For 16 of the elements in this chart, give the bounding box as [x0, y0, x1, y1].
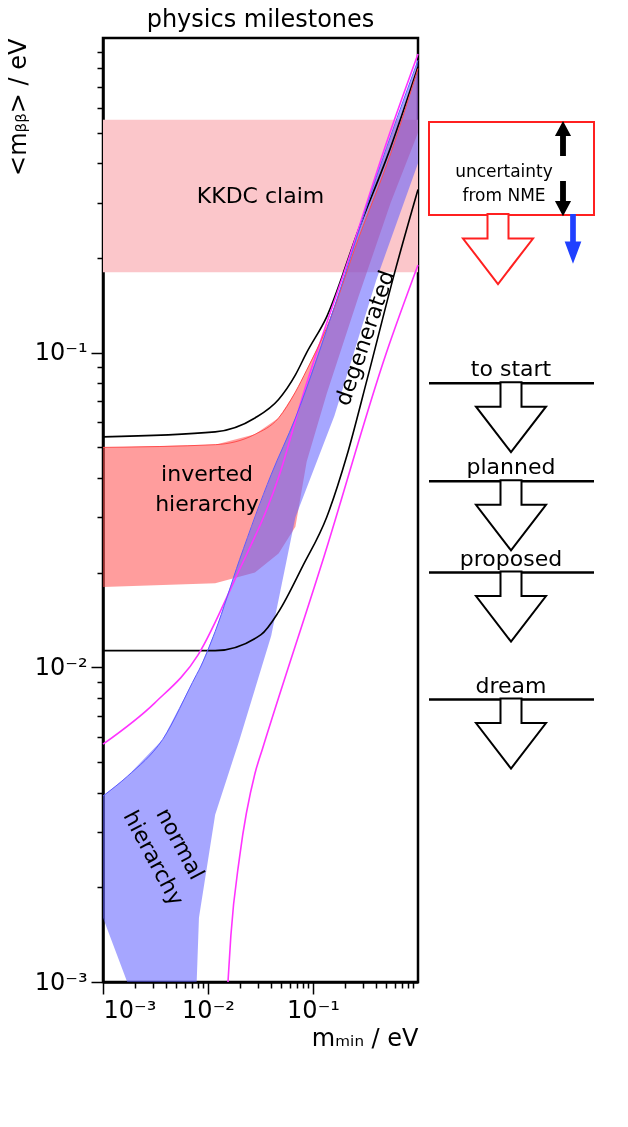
band-label: KKDC claim [196, 183, 325, 209]
x-tick-label: 10⁻³ [103, 995, 157, 1024]
ref-line-label: proposed [459, 545, 563, 571]
chart-title: physics milestones [146, 5, 375, 33]
x-tick-label: 10⁻² [182, 995, 235, 1024]
annotation: inverted hierarchy [155, 461, 259, 516]
y-tick-label: 10⁻³ [34, 967, 88, 996]
x-tick-label: 10⁻¹ [287, 995, 340, 1024]
ref-line-label: to start [470, 356, 552, 382]
y-axis-title: <mᵦᵦ> / eV [3, 37, 32, 176]
x-axis-title: mₘᵢₙ / eV [311, 1023, 420, 1052]
text: uncertainty from NME [455, 161, 553, 205]
ref-line-label: planned [466, 454, 556, 480]
ref-line-label: dream [475, 672, 547, 698]
y-tick-label: 10⁻¹ [34, 338, 88, 367]
y-tick-label: 10⁻² [34, 652, 88, 681]
